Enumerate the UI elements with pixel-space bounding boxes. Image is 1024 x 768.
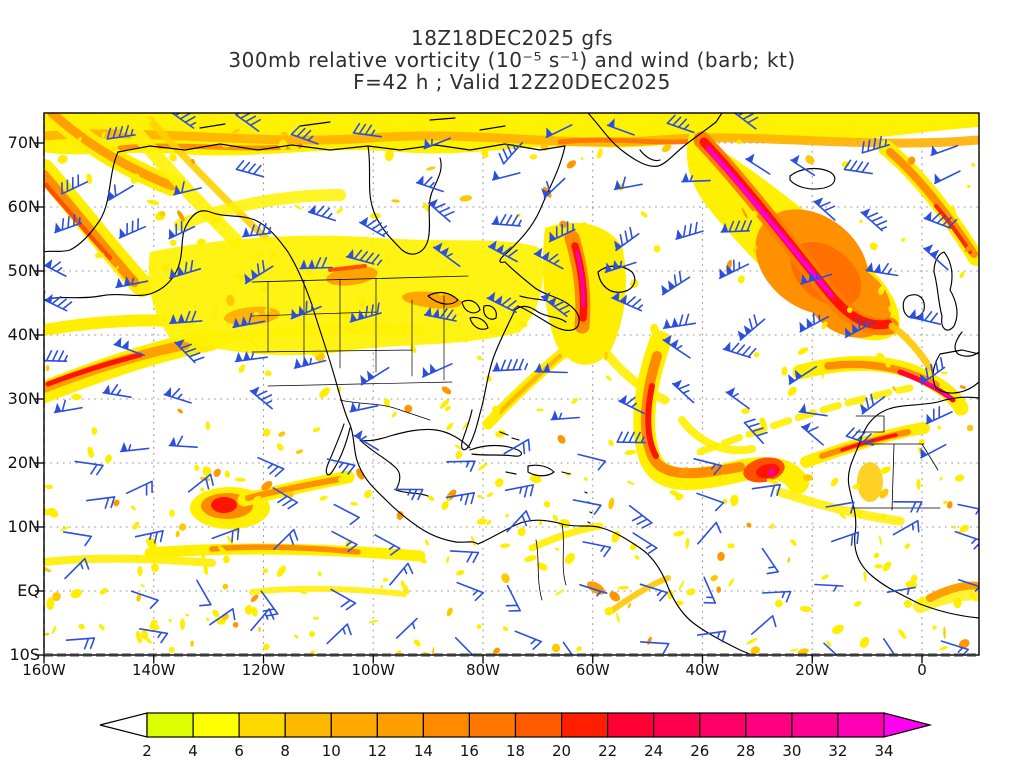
- lat-label-50n: 50N: [7, 261, 40, 280]
- colorbar-tick-24: 24: [644, 742, 664, 760]
- map-frame: [43, 112, 980, 657]
- lat-label-20n: 20N: [7, 453, 40, 472]
- lon-label-140w: 140W: [132, 661, 176, 679]
- africa-west-coast: [847, 396, 979, 619]
- great-britain: [933, 251, 958, 331]
- arctic-islands: [199, 117, 506, 131]
- lon-label-60w: 60W: [575, 661, 610, 679]
- axis-ticks: [35, 142, 923, 664]
- lesser-antilles: [584, 491, 593, 524]
- st-lawrence: [504, 261, 580, 332]
- lon-label-0: 0: [917, 661, 927, 679]
- florida-east-coast: [461, 309, 516, 451]
- colorbar-tick-32: 32: [828, 742, 848, 760]
- colorbar-tick-14: 14: [413, 742, 433, 760]
- wind-barbs-layer: [44, 113, 979, 655]
- lon-label-160w: 160W: [22, 661, 66, 679]
- us-canada-border: [251, 275, 469, 283]
- arctic-coast: [117, 143, 566, 153]
- lon-label-120w: 120W: [241, 661, 286, 679]
- title-line-variable: 300mb relative vorticity (10⁻⁵ s⁻¹) and …: [228, 48, 796, 72]
- lat-label-70n: 70N: [7, 133, 40, 152]
- colorbar-tick-16: 16: [459, 742, 479, 760]
- alaska-south-coast: [44, 210, 349, 421]
- lon-label-80w: 80W: [466, 661, 500, 679]
- colorbar: [99, 712, 933, 738]
- colorbar-tick-4: 4: [188, 742, 198, 760]
- colorbar-tick-30: 30: [782, 742, 802, 760]
- colorbar-tick-18: 18: [505, 742, 526, 760]
- colorbar-tick-34: 34: [874, 742, 894, 760]
- lat-label-40n: 40N: [7, 325, 40, 344]
- colorbar-tick-26: 26: [690, 742, 710, 760]
- baja-california: [325, 423, 351, 476]
- france-coast: [954, 331, 979, 357]
- colorbar-tick-2: 2: [142, 742, 152, 760]
- mexico-central-america-coast: [347, 419, 479, 545]
- south-america-borders: [535, 523, 567, 601]
- title-line-init: 18Z18DEC2025 gfs: [410, 26, 613, 50]
- lat-label-eq: EQ: [17, 581, 40, 600]
- hudson-bay: [367, 145, 442, 255]
- iberia: [932, 349, 979, 394]
- us-mexico-border: [339, 399, 431, 421]
- colorbar-tick-6: 6: [234, 742, 244, 760]
- lat-label-10s: 10S: [9, 645, 40, 664]
- bahamas: [499, 431, 520, 441]
- lon-label-40w: 40W: [685, 661, 720, 679]
- lon-label-100w: 100W: [351, 661, 395, 679]
- vorticity-layer: [44, 113, 979, 655]
- iceland: [789, 167, 836, 190]
- colorbar-tick-10: 10: [321, 742, 341, 760]
- chart-title: 18Z18DEC2025 gfs 300mb relative vorticit…: [0, 27, 1024, 93]
- labrador-coast: [499, 145, 566, 263]
- colorbar-tick-12: 12: [367, 742, 387, 760]
- coastlines-layer: [44, 113, 979, 655]
- hispaniola: [505, 464, 571, 477]
- lat-label-60n: 60N: [7, 197, 40, 216]
- colorbar-tick-20: 20: [552, 742, 572, 760]
- title-line-valid: F=42 h ; Valid 12Z20DEC2025: [353, 70, 671, 94]
- great-lakes: [427, 291, 497, 330]
- us-state-borders: [251, 277, 453, 387]
- colorbar-tick-28: 28: [736, 742, 756, 760]
- greenland-coast: [587, 113, 723, 167]
- lat-label-10n: 10N: [7, 517, 40, 536]
- africa-borders: [851, 415, 941, 511]
- cuba: [469, 444, 523, 457]
- lat-label-30n: 30N: [7, 389, 40, 408]
- south-america-coast: [477, 519, 753, 655]
- colorbar-tick-22: 22: [598, 742, 618, 760]
- lon-label-20w: 20W: [795, 661, 830, 679]
- colorbar-tick-8: 8: [280, 742, 290, 760]
- alaska-west-coast: [44, 151, 119, 253]
